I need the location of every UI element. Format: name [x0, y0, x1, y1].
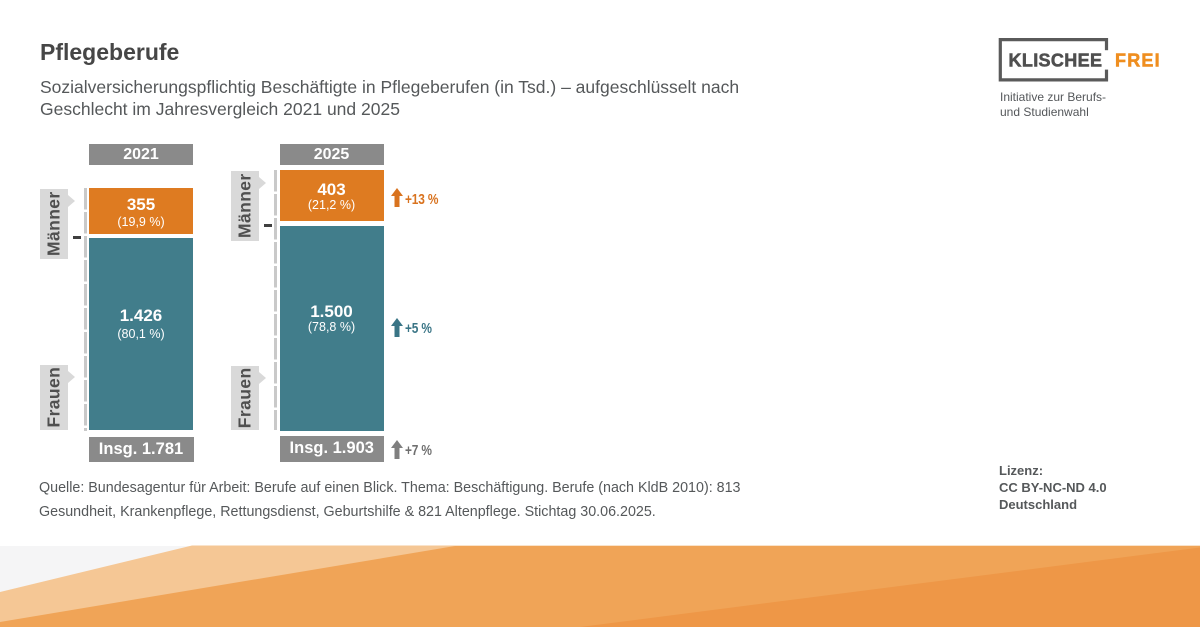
svg-text:FREI: FREI: [1115, 50, 1161, 70]
svg-text:KLISCHEE: KLISCHEE: [1009, 50, 1103, 70]
